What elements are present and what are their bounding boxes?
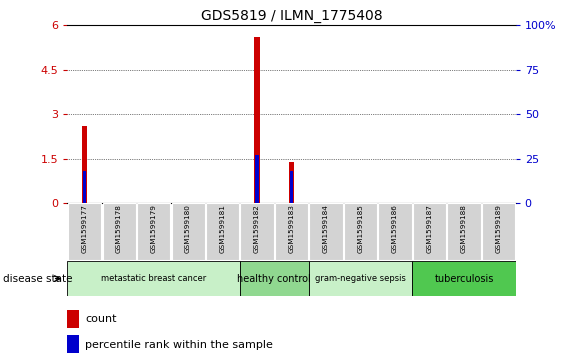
Bar	[309, 261, 412, 296]
Text: gram-negative sepsis: gram-negative sepsis	[315, 274, 406, 283]
Bar	[447, 203, 481, 260]
Bar	[240, 203, 274, 260]
Bar	[309, 203, 343, 260]
Bar	[83, 171, 86, 203]
Text: GSM1599178: GSM1599178	[116, 204, 122, 253]
Bar	[413, 203, 446, 260]
Text: GSM1599180: GSM1599180	[185, 204, 191, 253]
Text: GSM1599183: GSM1599183	[288, 204, 295, 253]
Bar	[344, 203, 377, 260]
Bar	[379, 203, 411, 260]
Text: disease state: disease state	[3, 274, 73, 284]
Bar	[482, 203, 515, 260]
Bar	[206, 203, 239, 260]
Text: count: count	[85, 314, 117, 324]
Title: GDS5819 / ILMN_1775408: GDS5819 / ILMN_1775408	[201, 9, 382, 23]
Text: GSM1599185: GSM1599185	[357, 204, 363, 253]
Text: metastatic breast cancer: metastatic breast cancer	[101, 274, 206, 283]
Text: GSM1599184: GSM1599184	[323, 204, 329, 253]
Text: percentile rank within the sample: percentile rank within the sample	[85, 339, 273, 350]
Bar	[67, 261, 240, 296]
Text: GSM1599186: GSM1599186	[392, 204, 398, 253]
Bar	[137, 203, 170, 260]
Text: tuberculosis: tuberculosis	[434, 274, 493, 284]
Bar	[255, 155, 259, 203]
Bar	[289, 162, 294, 203]
Text: GSM1599179: GSM1599179	[151, 204, 156, 253]
Bar	[67, 335, 79, 353]
Bar	[67, 310, 79, 328]
Bar	[172, 203, 205, 260]
Text: GSM1599182: GSM1599182	[254, 204, 260, 253]
Text: GSM1599181: GSM1599181	[220, 204, 226, 253]
Text: GSM1599177: GSM1599177	[81, 204, 88, 253]
Text: GSM1599189: GSM1599189	[495, 204, 502, 253]
Text: GSM1599187: GSM1599187	[427, 204, 432, 253]
Text: GSM1599188: GSM1599188	[461, 204, 467, 253]
Bar	[68, 203, 101, 260]
Bar	[103, 203, 136, 260]
Bar	[275, 203, 308, 260]
Bar	[254, 37, 260, 203]
Bar	[82, 126, 87, 203]
Bar	[412, 261, 516, 296]
Bar	[290, 171, 293, 203]
Text: healthy control: healthy control	[237, 274, 311, 284]
Bar	[240, 261, 309, 296]
